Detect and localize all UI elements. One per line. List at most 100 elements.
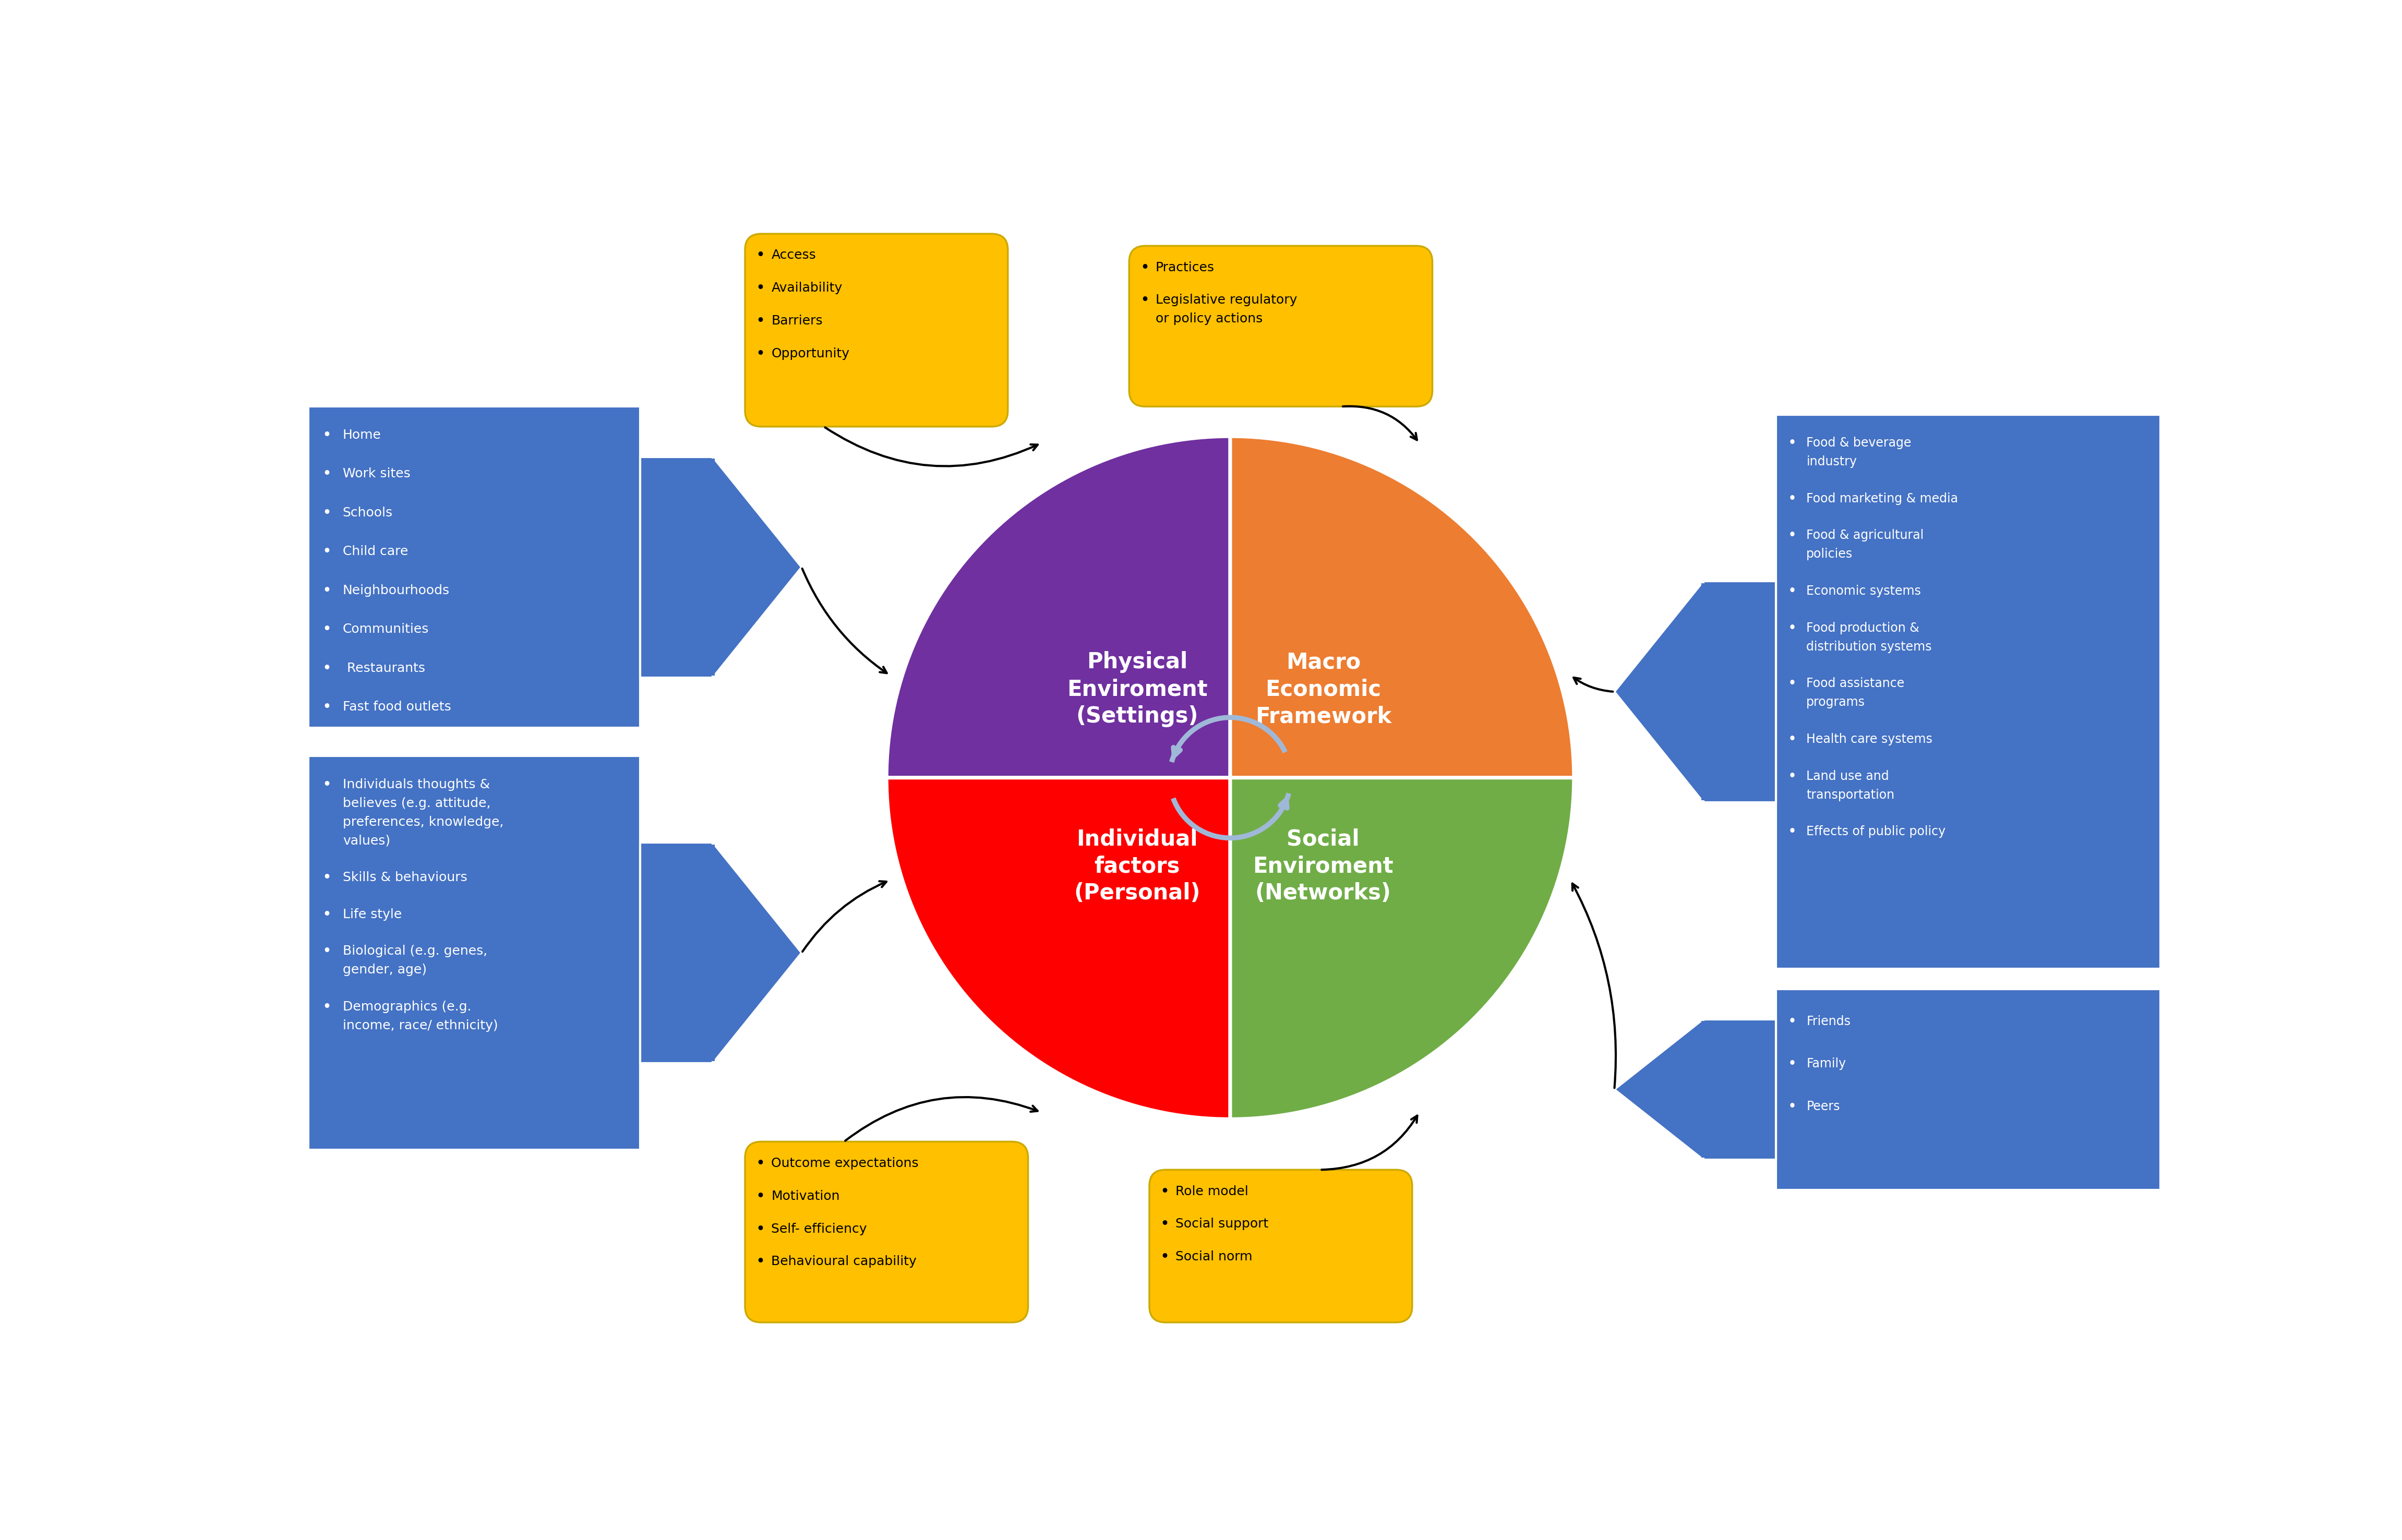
Text: Social norm: Social norm	[1175, 1250, 1251, 1263]
Text: •: •	[322, 946, 331, 958]
Text: •: •	[1787, 493, 1797, 505]
Text: Neighbourhoods: Neighbourhoods	[343, 584, 449, 596]
Text: •: •	[1787, 1015, 1797, 1027]
Text: Work sites: Work sites	[343, 468, 411, 480]
FancyBboxPatch shape	[1701, 584, 1705, 801]
Text: Individual
factors
(Personal): Individual factors (Personal)	[1074, 829, 1201, 904]
Text: preferences, knowledge,: preferences, knowledge,	[343, 816, 504, 829]
Text: Motivation: Motivation	[771, 1190, 841, 1203]
FancyBboxPatch shape	[639, 457, 713, 678]
Text: Barriers: Barriers	[771, 314, 824, 328]
FancyBboxPatch shape	[307, 407, 639, 728]
Text: •: •	[757, 314, 764, 328]
Wedge shape	[1230, 778, 1573, 1120]
Text: •: •	[322, 909, 331, 921]
Text: Physical
Enviroment
(Settings): Physical Enviroment (Settings)	[1066, 651, 1208, 727]
Text: Effects of public policy: Effects of public policy	[1806, 825, 1946, 838]
FancyBboxPatch shape	[1148, 1170, 1412, 1323]
Polygon shape	[713, 842, 802, 1063]
Polygon shape	[1614, 1019, 1703, 1160]
Text: Land use and: Land use and	[1806, 770, 1888, 782]
Text: •: •	[757, 1157, 764, 1169]
Text: Individuals thoughts &: Individuals thoughts &	[343, 778, 490, 790]
Text: Food & beverage: Food & beverage	[1806, 437, 1912, 450]
Text: •: •	[1787, 530, 1797, 542]
Text: Peers: Peers	[1806, 1100, 1840, 1113]
Text: programs: programs	[1806, 696, 1866, 708]
Text: •: •	[322, 584, 331, 596]
Text: •: •	[1787, 770, 1797, 782]
Text: •: •	[1787, 437, 1797, 450]
Text: Communities: Communities	[343, 624, 430, 636]
Text: Legislative regulatory: Legislative regulatory	[1155, 294, 1297, 306]
FancyBboxPatch shape	[745, 234, 1009, 427]
FancyBboxPatch shape	[745, 1141, 1028, 1323]
Text: •: •	[322, 624, 331, 636]
Text: •: •	[1787, 622, 1797, 634]
Text: Food & agricultural: Food & agricultural	[1806, 530, 1924, 542]
Text: believes (e.g. attitude,: believes (e.g. attitude,	[343, 796, 490, 810]
Text: industry: industry	[1806, 456, 1857, 468]
Text: •: •	[322, 701, 331, 713]
Text: Biological (e.g. genes,: Biological (e.g. genes,	[343, 946, 488, 958]
Text: •: •	[322, 1001, 331, 1013]
Text: •: •	[1787, 733, 1797, 745]
FancyBboxPatch shape	[711, 459, 716, 676]
Text: Role model: Role model	[1175, 1184, 1249, 1198]
FancyBboxPatch shape	[639, 842, 713, 1063]
Text: distribution systems: distribution systems	[1806, 641, 1931, 653]
Text: Restaurants: Restaurants	[343, 662, 425, 675]
Text: Outcome expectations: Outcome expectations	[771, 1157, 918, 1169]
Text: •: •	[322, 739, 331, 752]
Text: Availability: Availability	[771, 282, 843, 294]
Wedge shape	[1230, 436, 1573, 778]
Text: •: •	[1787, 1100, 1797, 1113]
Text: •: •	[322, 545, 331, 557]
Text: •: •	[757, 1190, 764, 1203]
Wedge shape	[886, 778, 1230, 1120]
Text: •: •	[1141, 294, 1148, 306]
Text: Social
Enviroment
(Networks): Social Enviroment (Networks)	[1254, 829, 1393, 904]
Text: values): values)	[343, 835, 389, 847]
Polygon shape	[713, 457, 802, 678]
Text: •: •	[1160, 1250, 1170, 1263]
Text: Home: Home	[343, 428, 382, 440]
Text: •: •	[1787, 1058, 1797, 1070]
Text: Life style: Life style	[343, 909, 401, 921]
Text: •: •	[757, 249, 764, 262]
Text: Food marketing & media: Food marketing & media	[1806, 493, 1958, 505]
FancyBboxPatch shape	[711, 844, 716, 1061]
Text: •: •	[322, 778, 331, 790]
Text: income, race/ ethnicity): income, race/ ethnicity)	[343, 1019, 497, 1032]
Text: Opportunity: Opportunity	[771, 348, 850, 360]
Text: Self- efficiency: Self- efficiency	[771, 1223, 867, 1235]
Text: Schools: Schools	[343, 507, 394, 519]
FancyBboxPatch shape	[1701, 1021, 1705, 1158]
FancyBboxPatch shape	[1703, 581, 1775, 802]
FancyBboxPatch shape	[1775, 989, 2159, 1190]
Text: Behavioural capability: Behavioural capability	[771, 1255, 918, 1267]
Text: Economic systems: Economic systems	[1806, 585, 1922, 598]
Text: Family: Family	[1806, 1058, 1847, 1070]
Text: Demographics (e.g.: Demographics (e.g.	[343, 1001, 471, 1013]
Text: •: •	[322, 662, 331, 675]
Wedge shape	[886, 436, 1230, 778]
Text: •: •	[757, 1223, 764, 1235]
Text: •: •	[1787, 585, 1797, 598]
Text: •: •	[322, 428, 331, 440]
Text: Macro
Economic
Framework: Macro Economic Framework	[1256, 651, 1391, 727]
Text: •: •	[322, 468, 331, 480]
Text: Access: Access	[771, 249, 817, 262]
Text: Food production &: Food production &	[1806, 622, 1919, 634]
Text: Social support: Social support	[1175, 1218, 1268, 1230]
FancyBboxPatch shape	[1129, 246, 1432, 407]
Text: or policy actions: or policy actions	[1155, 313, 1263, 325]
Text: •: •	[1787, 825, 1797, 838]
FancyBboxPatch shape	[1775, 414, 2159, 969]
Text: gender, age): gender, age)	[343, 964, 428, 976]
Polygon shape	[1614, 581, 1703, 802]
FancyBboxPatch shape	[1703, 1019, 1775, 1160]
FancyBboxPatch shape	[307, 756, 639, 1150]
Text: Food production systems: Food production systems	[343, 739, 507, 752]
Text: •: •	[1160, 1184, 1170, 1198]
